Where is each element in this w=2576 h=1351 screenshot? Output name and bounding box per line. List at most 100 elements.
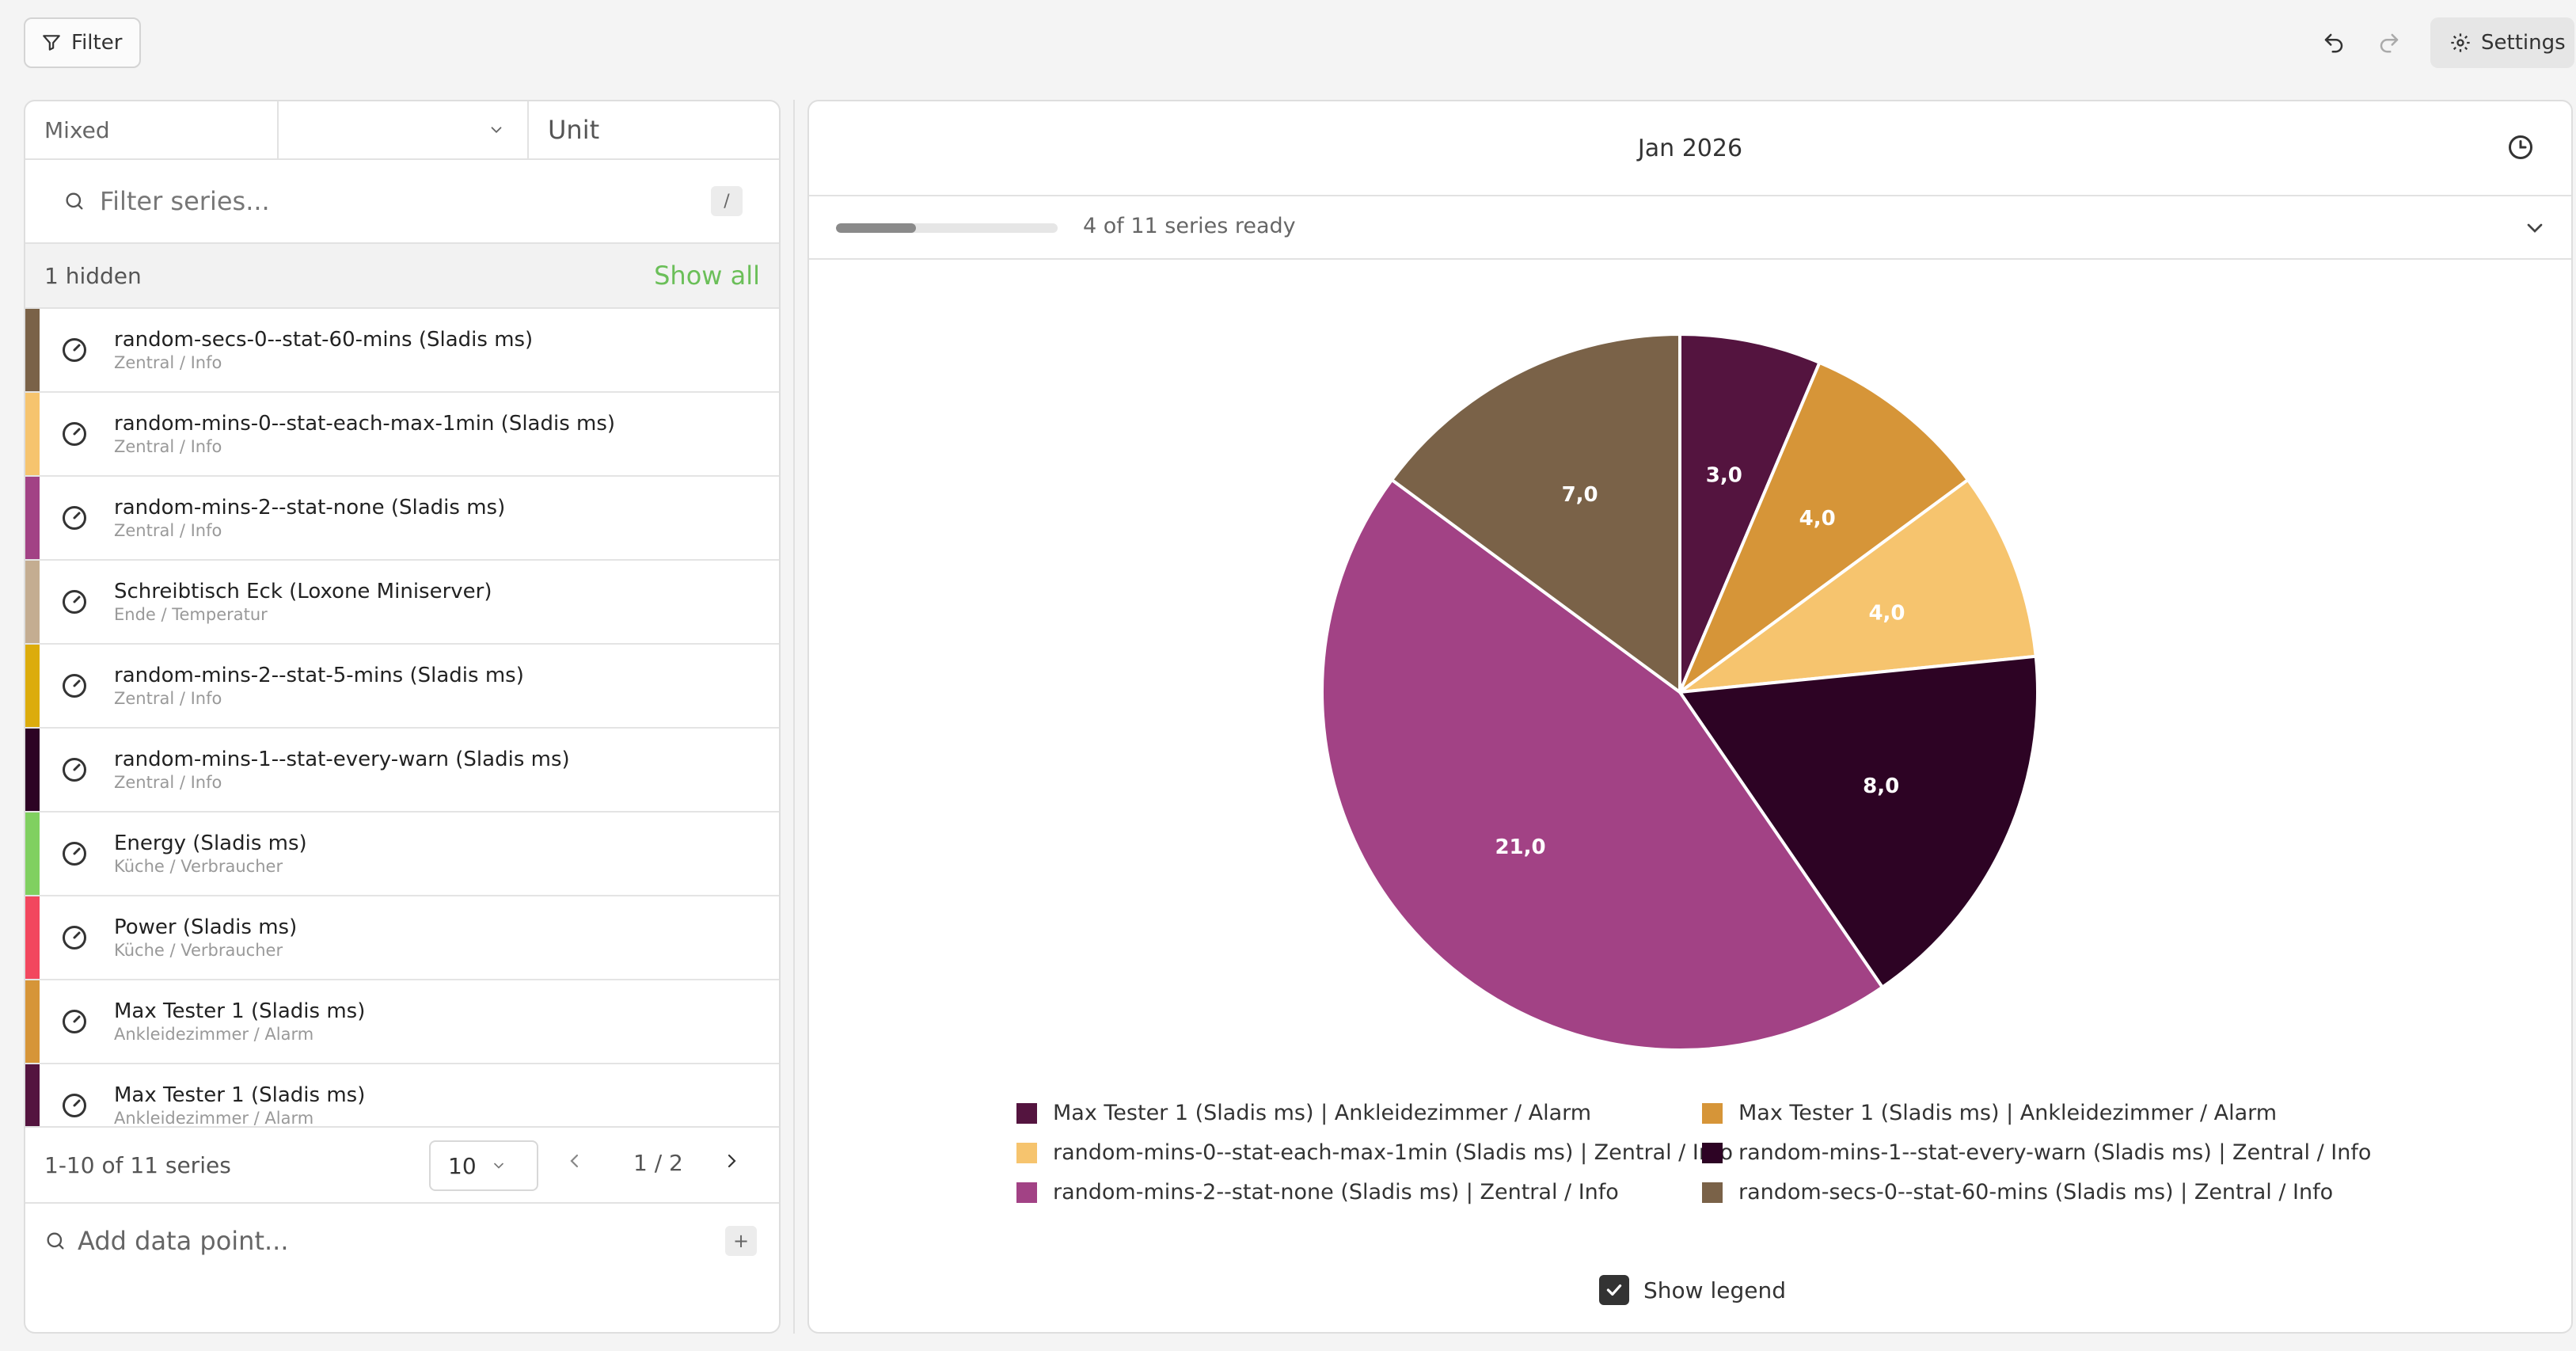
progress-bar-fill — [836, 223, 916, 233]
series-search[interactable]: Filter series... / — [25, 160, 779, 244]
series-color-swatch — [25, 645, 40, 727]
series-path: Küche / Verbraucher — [114, 941, 283, 960]
chevron-down-icon — [493, 1163, 503, 1169]
add-data-point-input[interactable]: Add data point... — [78, 1226, 289, 1256]
series-text: Energy (Sladis ms) Küche / Verbraucher — [114, 832, 307, 876]
series-path: Ende / Temperatur — [114, 605, 268, 624]
series-text: random-mins-2--stat-none (Sladis ms) Zent… — [114, 496, 505, 540]
search-icon — [47, 1232, 64, 1250]
legend-item[interactable]: random-mins-0--stat-each-max-1min (Sladi… — [1016, 1140, 1733, 1165]
pagination: 1-10 of 11 series 10 1 / 2 — [25, 1126, 779, 1202]
gauge-icon — [63, 842, 86, 866]
search-shortcut: / — [711, 186, 743, 216]
gauge-icon — [63, 674, 86, 698]
series-path: Zentral / Info — [114, 437, 222, 456]
series-row[interactable]: random-mins-1--stat-every-warn (Sladis m… — [25, 729, 779, 813]
series-panel: Mixed Unit Filter series... / 1 hidden S… — [24, 100, 781, 1334]
gauge-icon — [63, 338, 86, 362]
legend-item[interactable]: random-mins-1--stat-every-warn (Sladis m… — [1702, 1140, 2371, 1165]
series-text: random-mins-1--stat-every-warn (Sladis m… — [114, 748, 570, 792]
legend-item[interactable]: random-secs-0--stat-60-mins (Sladis ms) … — [1702, 1180, 2333, 1204]
hidden-count: 1 hidden — [44, 262, 142, 289]
settings-button[interactable]: Settings — [2430, 17, 2574, 68]
type-select[interactable]: Mixed — [25, 101, 279, 158]
series-row[interactable]: Energy (Sladis ms) Küche / Verbraucher — [25, 813, 779, 896]
series-name: random-mins-2--stat-none (Sladis ms) — [114, 496, 506, 519]
redo-icon — [2380, 33, 2399, 53]
page-size-select[interactable]: 10 — [429, 1140, 538, 1191]
series-path: Ankleidezimmer / Alarm — [114, 1025, 314, 1044]
page-indicator: 1 / 2 — [633, 1150, 683, 1176]
gauge-icon — [63, 758, 86, 782]
chevron-down-icon — [491, 127, 502, 134]
chart-header: Jan 2026 — [809, 101, 2571, 196]
series-text: Max Tester 1 (Sladis ms) Ankleidezimmer /… — [114, 999, 365, 1044]
undo-button[interactable] — [2316, 25, 2351, 60]
progress-text: 4 of 11 series ready — [1083, 214, 1296, 238]
series-color-swatch — [25, 980, 40, 1063]
series-name: Max Tester 1 (Sladis ms) — [114, 1083, 366, 1107]
pie-slice[interactable] — [1678, 332, 1822, 693]
pie-slice[interactable] — [1389, 332, 1681, 695]
legend-label: Max Tester 1 (Sladis ms) | Ankleidezimme… — [1053, 1101, 1592, 1125]
page-size-value: 10 — [448, 1152, 477, 1179]
add-data-point[interactable]: Add data point... + — [25, 1202, 779, 1278]
series-row[interactable]: random-mins-2--stat-5-mins (Sladis ms) Ze… — [25, 645, 779, 729]
series-list: random-secs-0--stat-60-mins (Sladis ms) Z… — [25, 309, 779, 1126]
legend-item[interactable]: Max Tester 1 (Sladis ms) | Ankleidezimme… — [1016, 1101, 1591, 1125]
series-path: Küche / Verbraucher — [114, 857, 283, 876]
series-row[interactable]: Power (Sladis ms) Küche / Verbraucher — [25, 896, 779, 980]
show-all-button[interactable]: Show all — [654, 261, 760, 291]
series-color-swatch — [25, 561, 40, 643]
top-toolbar: Filter Settings — [0, 0, 2576, 87]
series-color-swatch — [25, 393, 40, 475]
show-legend-toggle[interactable]: Show legend — [1599, 1275, 1786, 1305]
unit-field[interactable]: Unit — [529, 101, 779, 158]
series-row[interactable]: random-mins-0--stat-each-max-1min (Sladi… — [25, 393, 779, 477]
series-name: random-mins-2--stat-5-mins (Sladis ms) — [114, 664, 524, 687]
series-color-swatch — [25, 729, 40, 811]
legend-swatch — [1016, 1102, 1037, 1124]
legend-item[interactable]: Max Tester 1 (Sladis ms) | Ankleidezimme… — [1702, 1101, 2277, 1125]
legend-swatch — [1016, 1182, 1037, 1203]
show-legend-checkbox[interactable] — [1599, 1275, 1629, 1305]
series-text: Schreibtisch Eck (Loxone Miniserver) Ende… — [114, 580, 492, 624]
legend-item[interactable]: random-mins-2--stat-none (Sladis ms) | Z… — [1016, 1180, 1619, 1204]
next-page-button[interactable] — [722, 1151, 741, 1170]
chevron-down-icon[interactable] — [2522, 215, 2548, 241]
series-name: Max Tester 1 (Sladis ms) — [114, 999, 366, 1023]
series-text: random-mins-2--stat-5-mins (Sladis ms) Ze… — [114, 664, 524, 708]
add-shortcut: + — [725, 1226, 757, 1256]
pie-slice[interactable] — [1676, 360, 1970, 697]
series-color-swatch — [25, 477, 40, 559]
legend-swatch — [1702, 1102, 1723, 1124]
gear-icon — [2451, 33, 2470, 52]
type-dropdown[interactable] — [279, 101, 529, 158]
clock-icon[interactable] — [2506, 133, 2535, 162]
pie-slice[interactable] — [1674, 478, 2038, 695]
series-row[interactable]: Max Tester 1 (Sladis ms) Ankleidezimmer /… — [25, 1064, 779, 1126]
unit-placeholder: Unit — [548, 115, 600, 145]
series-row[interactable]: Max Tester 1 (Sladis ms) Ankleidezimmer /… — [25, 980, 779, 1064]
series-text: Max Tester 1 (Sladis ms) Ankleidezimmer /… — [114, 1083, 365, 1126]
redo-button[interactable] — [2372, 25, 2407, 60]
legend-swatch — [1702, 1182, 1723, 1203]
search-input[interactable]: Filter series... — [100, 186, 270, 216]
gauge-icon — [63, 422, 86, 446]
series-row[interactable]: random-mins-2--stat-none (Sladis ms) Zent… — [25, 477, 779, 561]
gauge-icon — [63, 926, 86, 950]
series-name: random-mins-0--stat-each-max-1min (Sladi… — [114, 412, 616, 436]
pie-slice[interactable] — [1677, 654, 2039, 990]
series-row[interactable]: Schreibtisch Eck (Loxone Miniserver) Ende… — [25, 561, 779, 645]
series-row[interactable]: random-secs-0--stat-60-mins (Sladis ms) Z… — [25, 309, 779, 393]
filter-button[interactable]: Filter — [24, 17, 141, 68]
pie-slice[interactable] — [1320, 478, 1885, 1052]
series-path: Zentral / Info — [114, 353, 222, 372]
prev-page-button[interactable] — [565, 1151, 584, 1170]
panel-divider[interactable] — [793, 100, 795, 1334]
show-legend-label: Show legend — [1643, 1277, 1786, 1303]
filter-icon — [43, 35, 60, 51]
series-path: Zentral / Info — [114, 521, 222, 540]
pie-slice-label: 4,0 — [1799, 507, 1836, 531]
gauge-icon — [63, 1010, 86, 1033]
